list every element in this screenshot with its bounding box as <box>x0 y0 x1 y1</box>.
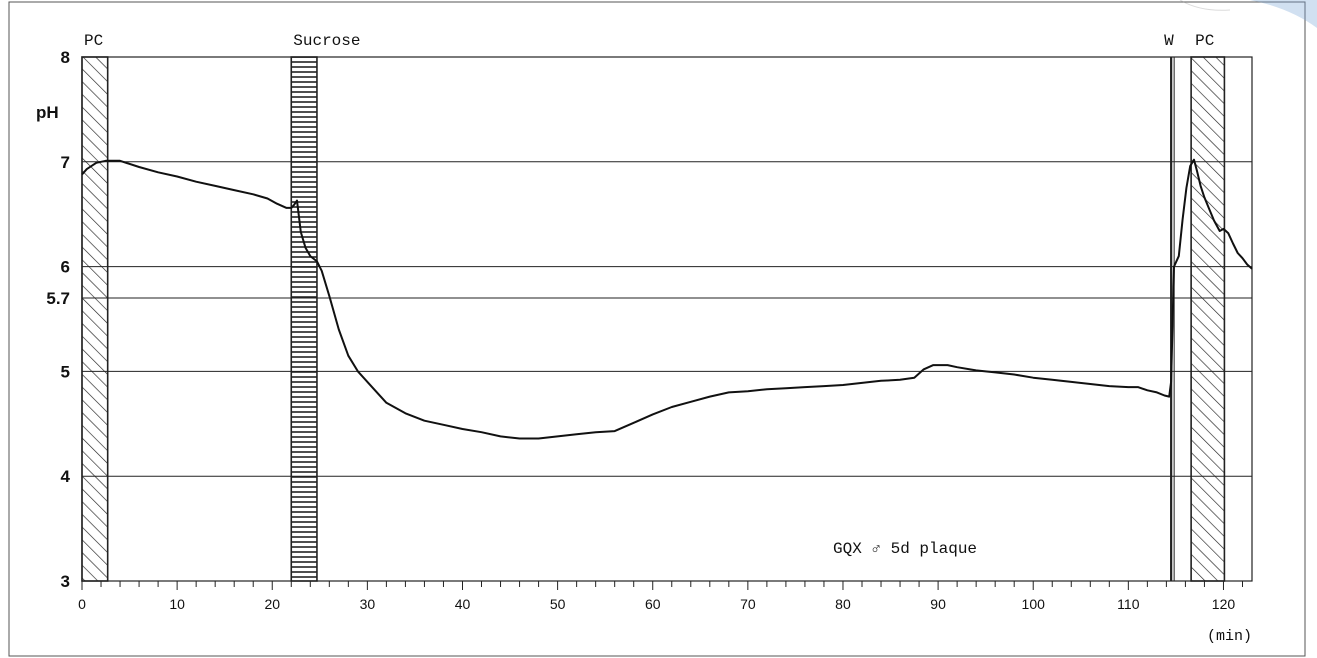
watermark-seal <box>1179 0 1317 28</box>
y-tick-label: 5.7 <box>46 289 70 308</box>
treatment-band <box>290 56 318 582</box>
treatment-band <box>81 56 109 582</box>
x-tick-label: 30 <box>360 596 376 612</box>
x-tick-label: 40 <box>455 596 471 612</box>
x-axis-unit: (min) <box>1207 628 1252 645</box>
figure-frame <box>8 1 1306 657</box>
x-tick-label: 50 <box>550 596 566 612</box>
y-tick-label: 6 <box>61 258 70 277</box>
treatment-label: PC <box>84 32 103 50</box>
y-tick-label: 3 <box>61 572 70 591</box>
y-tick-label: 5 <box>61 362 70 381</box>
treatment-label: PC <box>1195 32 1214 50</box>
x-tick-label: 100 <box>1022 596 1046 612</box>
y-axis: 8 7 6 5.7 5 4 3 <box>46 48 70 591</box>
x-tick-label: 110 <box>1117 596 1140 612</box>
x-tick-label: 0 <box>78 596 86 612</box>
x-tick-label: 90 <box>930 596 946 612</box>
ph-series-line <box>81 158 1253 440</box>
x-tick-label: 120 <box>1212 596 1236 612</box>
treatment-label: W <box>1164 32 1174 50</box>
y-axis-title: pH <box>36 103 59 122</box>
treatment-band <box>1190 56 1226 582</box>
x-tick-label: 70 <box>740 596 756 612</box>
y-tick-label: 7 <box>61 153 70 172</box>
gridlines <box>82 161 1252 477</box>
plot-area <box>81 56 1253 582</box>
treatment-label: Sucrose <box>293 32 360 50</box>
x-tick-label: 60 <box>645 596 661 612</box>
treatment-bands: PC Sucrose W PC <box>81 32 1226 582</box>
x-tick-label: 80 <box>835 596 851 612</box>
plot-annotation: GQX ♂ 5d plaque <box>833 540 977 558</box>
x-axis: 0 10 20 30 40 50 60 70 80 90 100 110 120 <box>78 581 1243 612</box>
x-tick-label: 20 <box>264 596 280 612</box>
y-tick-label: 4 <box>61 467 71 486</box>
y-tick-label: 8 <box>61 48 70 67</box>
x-tick-label: 10 <box>169 596 185 612</box>
